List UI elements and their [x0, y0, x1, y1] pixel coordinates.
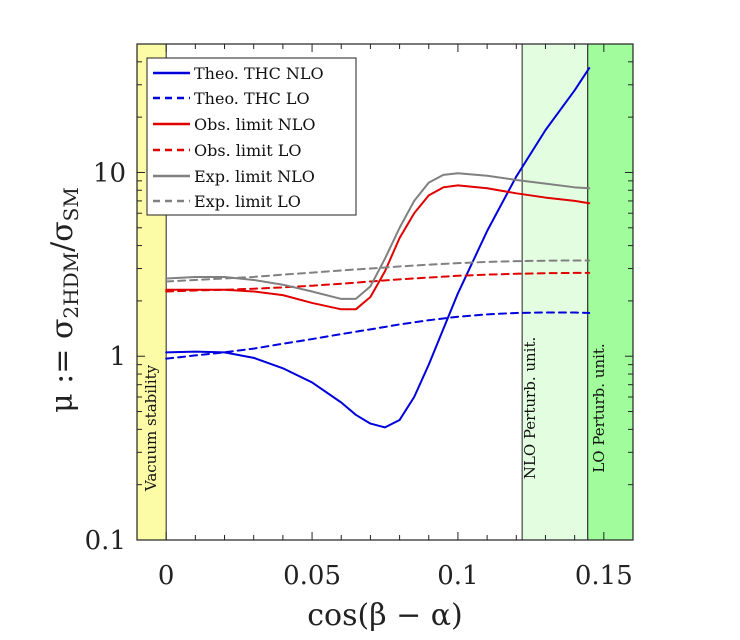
region-label-nlo-pert: NLO Perturb. unit.: [521, 337, 539, 480]
legend-label-obs-nlo: Obs. limit NLO: [194, 115, 316, 134]
y-tick-label: 0.1: [85, 526, 126, 556]
y-axis-title: μ := σ2HDM/σSM: [45, 187, 83, 413]
y-axis-title-sub1: 2HDM: [59, 252, 83, 319]
x-tick-label: 0.05: [283, 561, 341, 591]
region-label-lo-pert: LO Perturb. unit.: [590, 343, 608, 472]
x-tick-label: 0.1: [437, 561, 478, 591]
y-tick-label: 1: [109, 342, 126, 372]
series-line-exp-limit-lo: [165, 259, 591, 283]
x-axis-title: cos(β − α): [307, 598, 462, 633]
y-tick-label: 10: [93, 158, 126, 188]
legend-box: [146, 57, 357, 216]
series-line-theo-thc-lo: [165, 311, 591, 360]
series-lines: [165, 67, 591, 429]
legend-label-exp-nlo: Exp. limit NLO: [194, 167, 315, 186]
series-line-exp-limit-nlo: [165, 172, 591, 300]
y-axis-title-main: μ := σ: [45, 319, 80, 413]
region-nlo-pert: [522, 44, 588, 540]
series-line-obs-limit-lo: [165, 271, 591, 293]
y-axis-title-sub2: SM: [59, 187, 83, 221]
y-tick-labels: 0.1 1 10: [85, 158, 126, 556]
legend-label-theo-lo: Theo. THC LO: [194, 89, 310, 108]
region-label-vacuum: Vacuum stability: [142, 364, 160, 492]
x-tick-labels: 0 0.05 0.1 0.15: [158, 561, 633, 591]
y-axis-title-slash: /σ: [45, 221, 80, 252]
series-line-obs-limit-nlo: [165, 184, 591, 311]
legend-label-obs-lo: Obs. limit LO: [194, 141, 302, 160]
svg-text:μ := σ2HDM/σSM: μ := σ2HDM/σSM: [45, 187, 83, 413]
x-tick-label: 0: [158, 561, 175, 591]
axis-ticks: [136, 43, 634, 541]
legend-label-exp-lo: Exp. limit LO: [194, 192, 301, 211]
legend: Theo. THC NLO Theo. THC LO Obs. limit NL…: [146, 57, 357, 216]
plot-frame: [136, 43, 634, 541]
region-lo-pert: [587, 44, 633, 540]
x-tick-label: 0.15: [575, 561, 633, 591]
legend-label-theo-nlo: Theo. THC NLO: [194, 64, 324, 83]
series-line-theo-thc-nlo: [165, 67, 591, 429]
